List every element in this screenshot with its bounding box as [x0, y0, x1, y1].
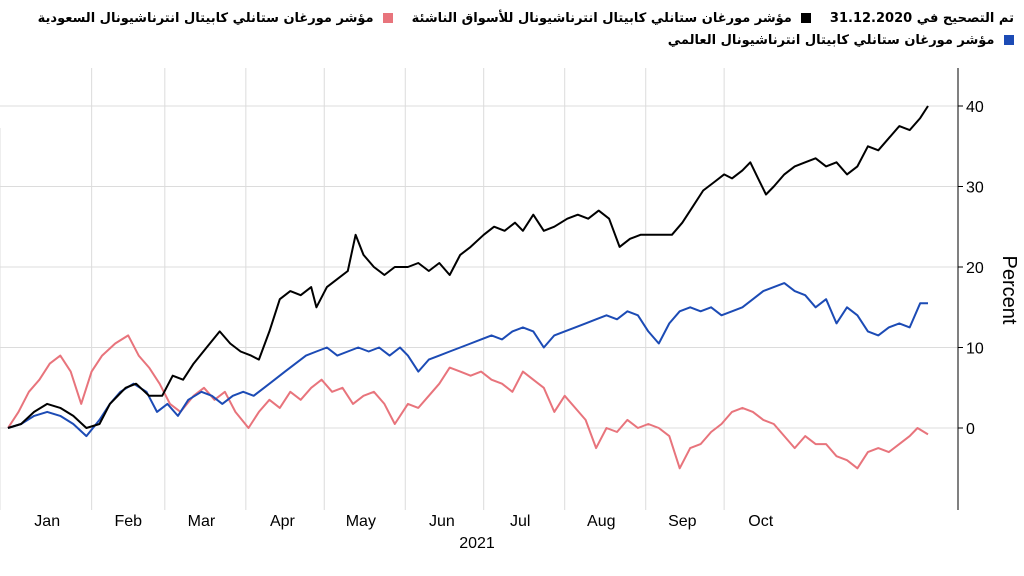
legend-base-date-value: 31.12.2020 — [829, 11, 913, 26]
legend-label-world: مؤشر مورغان ستانلي كابيتال انترناشيونال … — [667, 33, 995, 48]
x-tick-label-sep: Sep — [668, 513, 697, 530]
y-axis: 0 10 20 30 40 — [957, 68, 984, 510]
x-tick-label-apr: Apr — [270, 513, 296, 530]
y-tick-label-10: 10 — [966, 341, 984, 358]
y-axis-title: Percent — [998, 256, 1020, 325]
x-tick-label-jan: Jan — [34, 513, 60, 530]
x-axis-labels: Jan Feb Mar Apr May Jun Jul Aug Sep Oct — [34, 513, 773, 530]
gridlines — [0, 68, 958, 510]
y-tick-label-0: 0 — [966, 421, 975, 438]
legend-swatch-black — [801, 13, 812, 23]
legend-swatch-blue — [1004, 35, 1014, 45]
legend-swatch-pink — [383, 13, 394, 23]
x-tick-label-feb: Feb — [114, 513, 142, 530]
legend-label-em: مؤشر مورغان ستانلي كابيتال انترناشيونال … — [411, 11, 792, 26]
series-line-1 — [7, 334, 929, 470]
series-line-2 — [7, 282, 928, 438]
x-tick-label-jul: Jul — [510, 513, 530, 530]
x-tick-label-may: May — [346, 513, 376, 530]
x-tick-label-aug: Aug — [587, 513, 615, 530]
y-tick-label-30: 30 — [966, 180, 984, 197]
series-lines — [7, 105, 929, 470]
legend-item-world: مؤشر مورغان ستانلي كابيتال انترناشيونال … — [668, 30, 1014, 52]
legend-label-saudi: مؤشر مورغان ستانلي كابيتال انترناشيونال … — [37, 11, 374, 26]
legend-title-prefix: تم التصحيح في — [916, 11, 1014, 26]
series-line-0 — [7, 105, 929, 429]
y-tick-label-20: 20 — [966, 260, 984, 277]
legend-row-1: تم التصحيح في 31.12.2020 مؤشر مورغان ستا… — [24, 8, 1014, 30]
x-tick-label-mar: Mar — [188, 513, 216, 530]
x-axis-year-label: 2021 — [459, 535, 495, 552]
legend-base-date: تم التصحيح في 31.12.2020 — [830, 8, 1014, 30]
x-tick-label-oct: Oct — [748, 513, 773, 530]
chart-legend: تم التصحيح في 31.12.2020 مؤشر مورغان ستا… — [24, 8, 1014, 52]
y-tick-label-40: 40 — [966, 99, 984, 116]
legend-row-2: مؤشر مورغان ستانلي كابيتال انترناشيونال … — [24, 30, 1014, 52]
x-tick-label-jun: Jun — [429, 513, 455, 530]
legend-item-saudi: مؤشر مورغان ستانلي كابيتال انترناشيونال … — [37, 8, 394, 30]
legend-item-em: مؤشر مورغان ستانلي كابيتال انترناشيونال … — [412, 8, 812, 30]
